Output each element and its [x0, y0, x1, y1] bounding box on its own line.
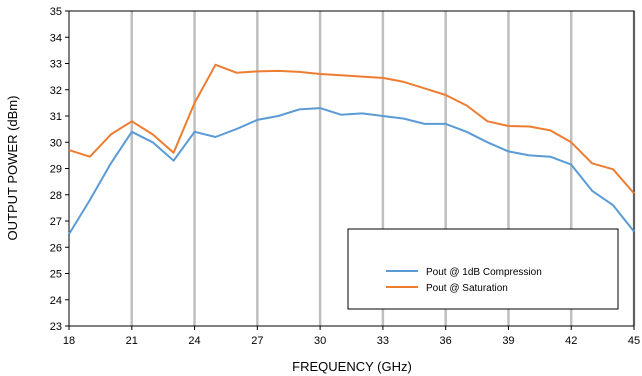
y-tick-label-25: 25 — [50, 269, 62, 281]
x-axis-title: FREQUENCY (GHz) — [292, 359, 412, 374]
x-tick-label-33: 33 — [377, 335, 389, 347]
x-tick-label-27: 27 — [251, 335, 263, 347]
y-tick-label-28: 28 — [50, 190, 62, 202]
y-tick-label-24: 24 — [50, 295, 62, 307]
legend: Pout @ 1dB Compression Pout @ Saturation — [347, 228, 619, 310]
x-tick-label-21: 21 — [126, 335, 138, 347]
y-tick-label-23: 23 — [50, 321, 62, 333]
y-tick-label-29: 29 — [50, 164, 62, 176]
y-tick-label-33: 33 — [50, 59, 62, 71]
legend-label-1db-compression: Pout @ 1dB Compression — [426, 267, 542, 278]
legend-box — [347, 228, 619, 310]
y-tick-label-30: 30 — [50, 137, 62, 149]
series-line-1db-compression — [68, 107, 635, 235]
legend-label-saturation: Pout @ Saturation — [426, 283, 508, 294]
x-tick-label-36: 36 — [440, 335, 452, 347]
y-tick-label-35: 35 — [50, 6, 62, 18]
x-tick-label-18: 18 — [63, 335, 75, 347]
x-tick-label-39: 39 — [502, 335, 514, 347]
x-tick-label-24: 24 — [188, 335, 200, 347]
y-tick-label-27: 27 — [50, 216, 62, 228]
x-tick-label-30: 30 — [314, 335, 326, 347]
x-tick-label-45: 45 — [628, 335, 640, 347]
series-line-saturation — [68, 63, 635, 195]
y-tick-label-26: 26 — [50, 242, 62, 254]
x-tick-label-42: 42 — [565, 335, 577, 347]
y-tick-label-31: 31 — [50, 111, 62, 123]
y-tick-label-34: 34 — [50, 32, 62, 44]
y-tick-label-32: 32 — [50, 85, 62, 97]
y-axis-title: OUTPUT POWER (dBm) — [5, 96, 20, 241]
